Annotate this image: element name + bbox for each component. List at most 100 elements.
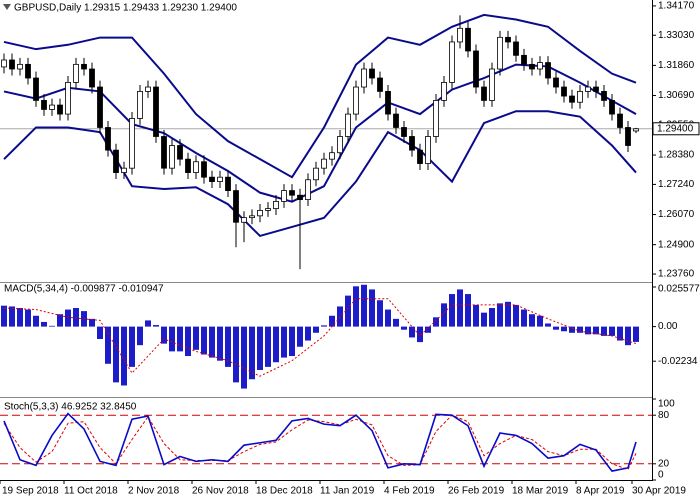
y-tick-label: 1.24900: [658, 239, 695, 250]
macd-bar: [289, 326, 295, 357]
x-tick-label: 19 Sep 2018: [2, 486, 59, 497]
macd-bar: [529, 314, 535, 327]
macd-bar: [297, 326, 303, 347]
macd-bar: [553, 326, 559, 330]
macd-bar: [185, 326, 191, 357]
candle-body: [433, 100, 439, 137]
macd-bar: [201, 326, 207, 355]
macd-bar: [1, 305, 7, 327]
y-tick-label: 0.00: [658, 321, 678, 332]
macd-bar: [513, 304, 519, 327]
candle-body: [417, 149, 423, 164]
symbol-icon: [3, 4, 11, 10]
stoch-main: [3, 412, 637, 472]
candle-body: [121, 167, 127, 173]
macd-bar: [369, 289, 375, 327]
candle-body: [145, 86, 151, 92]
y-tick-label: 1.30690: [658, 90, 695, 101]
candle-body: [313, 167, 319, 181]
candle-body: [361, 68, 367, 88]
candle-body: [497, 36, 503, 70]
candle-body: [81, 63, 87, 70]
macd-bar: [217, 326, 223, 361]
candle-body: [393, 113, 399, 128]
x-tick-label: 2 Nov 2018: [128, 486, 180, 497]
candle-body: [489, 68, 495, 101]
macd-bar: [481, 312, 487, 327]
macd-bar: [521, 309, 527, 327]
candle-body: [377, 77, 383, 92]
y-tick-label: 1.26070: [658, 209, 695, 220]
candle-body: [473, 50, 479, 88]
macd-bar: [33, 315, 39, 327]
candle-body: [209, 176, 215, 182]
macd-bar: [233, 326, 239, 383]
candle-body: [441, 81, 447, 101]
candle-body: [449, 41, 455, 83]
macd-bar: [321, 325, 327, 327]
candle-body: [529, 63, 535, 70]
macd-bar: [17, 308, 23, 327]
macd-bar: [569, 326, 575, 333]
candle-body: [585, 86, 591, 92]
y-tick-label: 1.23760: [658, 269, 695, 280]
x-tick-label: 26 Feb 2019: [448, 486, 505, 497]
macd-bar: [281, 326, 287, 358]
candle-body: [73, 63, 79, 83]
candle-body: [329, 152, 335, 160]
candle-body: [185, 158, 191, 173]
macd-bar: [313, 326, 319, 333]
candle-body: [257, 210, 263, 217]
y-tick-label: 1.33030: [658, 30, 695, 41]
y-tick-label: 1.28380: [658, 150, 695, 161]
macd-bar: [329, 315, 335, 327]
candle-body: [201, 161, 207, 178]
candle-body: [17, 63, 23, 70]
macd-bar: [433, 317, 439, 327]
macd-bar: [449, 294, 455, 327]
macd-bar: [257, 326, 263, 370]
candle-body: [385, 91, 391, 115]
x-tick-label: 8 Apr 2019: [576, 486, 625, 497]
candle-body: [505, 36, 511, 43]
candle-body: [9, 59, 15, 70]
candle-body: [289, 190, 295, 196]
candle-body: [113, 149, 119, 173]
macd-bar: [193, 326, 199, 350]
macd-bar: [393, 318, 399, 327]
macd-bar: [25, 309, 31, 327]
band-upper: [3, 13, 637, 179]
y-tick-label: 1.31860: [658, 60, 695, 71]
x-tick-label: 11 Jan 2019: [320, 486, 375, 497]
x-tick-label: 26 Nov 2018: [192, 486, 249, 497]
macd-bar: [473, 304, 479, 327]
y-tick-label: 20: [658, 458, 670, 469]
candle-body: [193, 161, 199, 173]
chart-title: GBPUSD,Daily 1.29315 1.29433 1.29230 1.2…: [14, 3, 237, 14]
candle-body: [1, 59, 7, 68]
candle-body: [617, 113, 623, 128]
macd-bar: [505, 301, 511, 327]
candle-body: [425, 136, 431, 164]
candle-body: [305, 179, 311, 201]
macd-bar: [337, 306, 343, 327]
candle-body: [97, 86, 103, 128]
candle-body: [465, 27, 471, 52]
y-tick-label: 0.025577: [658, 284, 700, 295]
macd-bar: [609, 326, 615, 336]
macd-bar: [385, 309, 391, 327]
x-tick-label: 18 Mar 2019: [512, 486, 569, 497]
macd-bar: [105, 326, 111, 364]
macd-bar: [121, 326, 127, 386]
macd-bar: [113, 326, 119, 383]
candle-body: [41, 100, 47, 110]
macd-bar: [177, 326, 183, 352]
macd-bar: [57, 314, 63, 327]
stoch-signal: [3, 414, 637, 471]
candle-body: [609, 100, 615, 115]
macd-bar: [377, 300, 383, 327]
macd-bar: [209, 326, 215, 358]
macd-signal: [3, 298, 637, 377]
candle-body: [369, 68, 375, 79]
